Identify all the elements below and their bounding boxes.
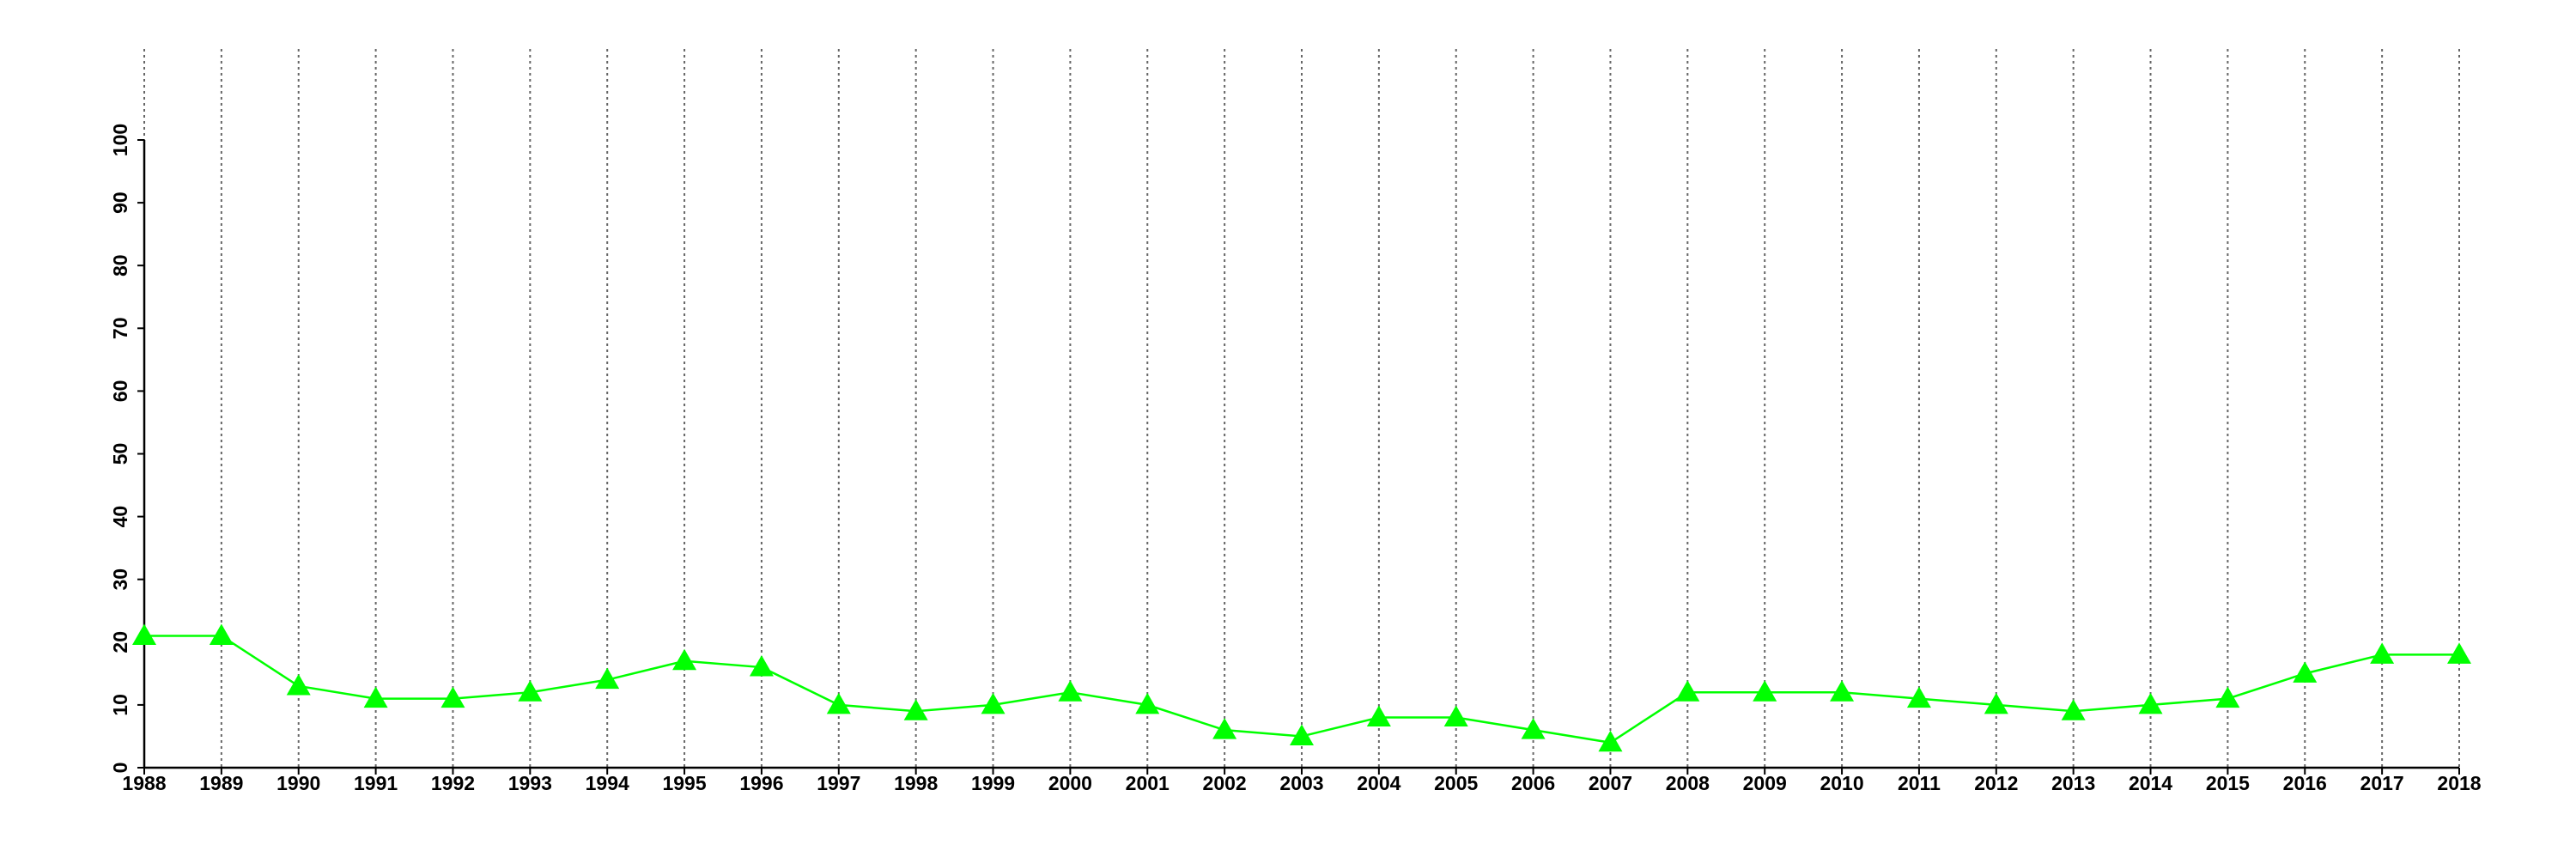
y-tick-label: 70 xyxy=(109,318,131,340)
x-tick-label: 2017 xyxy=(2360,772,2404,794)
x-tick-label: 1993 xyxy=(508,772,552,794)
marker xyxy=(981,692,1005,714)
y-tick-label: 0 xyxy=(109,763,131,774)
y-tick-label: 20 xyxy=(109,631,131,653)
x-tick-label: 2007 xyxy=(1589,772,1632,794)
x-tick-label: 2008 xyxy=(1666,772,1710,794)
marker xyxy=(440,686,465,708)
marker xyxy=(903,699,928,720)
x-tick-label: 2004 xyxy=(1357,772,1400,794)
marker xyxy=(1675,680,1700,702)
x-tick-label: 2005 xyxy=(1434,772,1478,794)
marker xyxy=(2293,661,2318,683)
marker xyxy=(595,667,620,690)
y-tick-label: 30 xyxy=(109,568,131,591)
marker xyxy=(2447,642,2471,664)
marker xyxy=(672,648,697,671)
y-tick-label: 50 xyxy=(109,443,131,465)
x-tick-label: 1990 xyxy=(276,772,320,794)
marker xyxy=(1212,718,1237,739)
marker xyxy=(1906,686,1931,708)
marker xyxy=(2138,692,2163,714)
x-tick-label: 2014 xyxy=(2129,772,2172,794)
x-tick-label: 2000 xyxy=(1048,772,1092,794)
x-tick-label: 1988 xyxy=(122,772,166,794)
x-tick-label: 1999 xyxy=(971,772,1015,794)
y-tick-label: 60 xyxy=(109,380,131,403)
marker xyxy=(1135,692,1160,714)
y-tick-label: 10 xyxy=(109,694,131,716)
marker xyxy=(132,623,156,645)
marker xyxy=(1753,680,1777,702)
marker xyxy=(749,655,774,677)
y-tick-label: 100 xyxy=(109,124,131,156)
marker xyxy=(1984,692,2008,714)
x-tick-label: 2011 xyxy=(1898,772,1941,794)
marker xyxy=(1521,718,1546,739)
x-tick-label: 2001 xyxy=(1126,772,1170,794)
marker xyxy=(1366,705,1391,727)
marker xyxy=(363,686,388,708)
x-tick-label: 2003 xyxy=(1279,772,1323,794)
x-tick-label: 2016 xyxy=(2283,772,2327,794)
marker xyxy=(518,680,543,702)
marker xyxy=(1598,730,1623,752)
x-tick-label: 2006 xyxy=(1511,772,1555,794)
x-tick-label: 2012 xyxy=(1974,772,2018,794)
y-tick-label: 90 xyxy=(109,191,131,214)
x-tick-label: 2015 xyxy=(2206,772,2250,794)
x-tick-label: 1995 xyxy=(662,772,706,794)
x-tick-label: 2013 xyxy=(2051,772,2095,794)
x-tick-label: 2002 xyxy=(1203,772,1247,794)
marker xyxy=(1058,680,1083,702)
marker xyxy=(2061,699,2086,720)
marker xyxy=(2215,686,2240,708)
x-tick-label: 1989 xyxy=(199,772,243,794)
y-tick-label: 40 xyxy=(109,506,131,528)
marker xyxy=(209,623,234,645)
x-tick-label: 2010 xyxy=(1820,772,1863,794)
x-tick-label: 2009 xyxy=(1743,772,1787,794)
x-tick-label: 1991 xyxy=(354,772,398,794)
marker xyxy=(286,673,311,696)
x-tick-label: 1998 xyxy=(894,772,938,794)
marker xyxy=(2370,642,2395,664)
marker xyxy=(1830,680,1855,702)
marker xyxy=(1443,705,1468,727)
x-tick-label: 1997 xyxy=(817,772,860,794)
x-tick-label: 1996 xyxy=(739,772,783,794)
x-tick-label: 2018 xyxy=(2437,772,2481,794)
x-tick-label: 1994 xyxy=(586,772,629,794)
y-tick-label: 80 xyxy=(109,254,131,277)
x-tick-label: 1992 xyxy=(431,772,475,794)
marker xyxy=(826,692,851,714)
marker xyxy=(1290,724,1314,745)
